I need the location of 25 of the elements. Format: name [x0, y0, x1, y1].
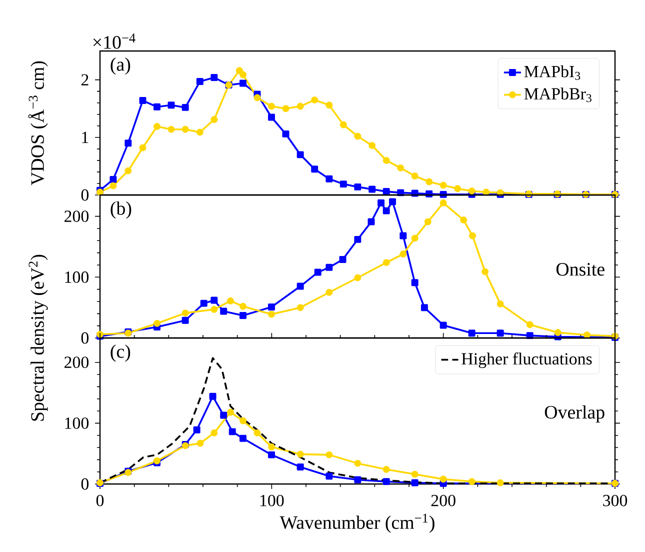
- y-tick-label: 0: [81, 478, 89, 490]
- y-tick-label: 200: [64, 356, 89, 368]
- y-tick-label: 0: [81, 332, 89, 344]
- legend-label: MAPbI$_{3}$: [524, 65, 580, 80]
- annotation: (c): [110, 344, 130, 362]
- y-tick-label: 200: [64, 210, 89, 222]
- text: ×10$^{−4}$: [93, 34, 136, 49]
- annotation: (b): [110, 201, 132, 219]
- y-tick-label: 100: [65, 417, 89, 429]
- x-tick-label: 100: [260, 494, 284, 506]
- legend-label: MAPbBr$_{3}$: [524, 88, 592, 102]
- annotation: Onsite: [556, 263, 604, 276]
- x-tick-label: 0: [96, 494, 104, 506]
- y-axis-title: Spectral density (eV$^{2}$): [28, 254, 48, 421]
- x-tick-label: 200: [431, 494, 456, 506]
- y-tick-label: 2: [81, 74, 88, 86]
- legend-label: Higher fluctuations: [462, 352, 592, 368]
- y-tick-label: 1: [82, 132, 88, 143]
- y-tick-label: 0: [81, 189, 89, 201]
- y-tick-label: 100: [65, 271, 89, 283]
- x-tick-label: 300: [603, 494, 628, 506]
- annotation: Overlap: [544, 405, 604, 423]
- annotation: (a): [110, 58, 130, 75]
- x-axis-title: Wavenumber (cm$^{−1}$): [280, 514, 434, 533]
- y-axis-title: VDOS (Å$^{−3}$ cm): [28, 61, 48, 186]
